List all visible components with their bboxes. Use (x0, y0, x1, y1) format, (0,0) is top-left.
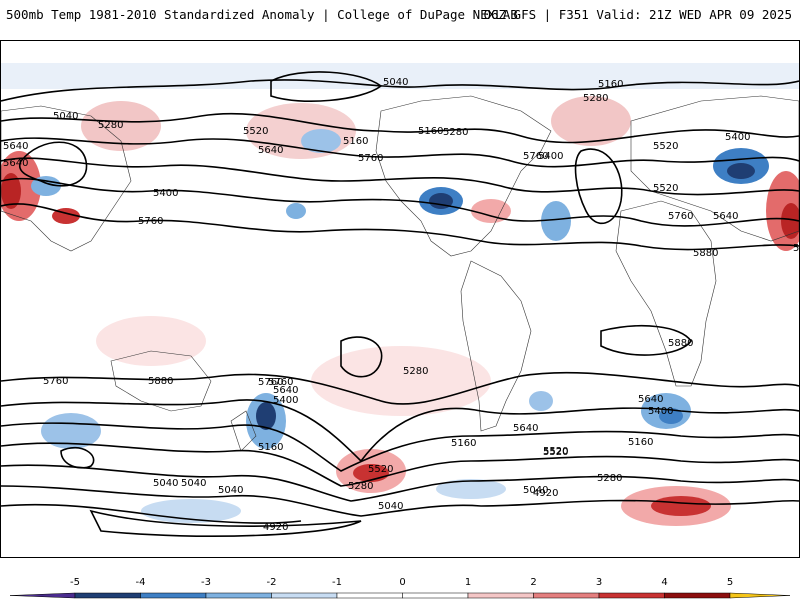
colorbar-segment (271, 592, 338, 599)
contour-label: 5280 (348, 481, 373, 492)
contour-label: 5280 (98, 120, 123, 131)
header-bar: 500mb Temp 1981-2010 Standardized Anomal… (0, 0, 800, 30)
contour-label: 5280 (597, 473, 622, 484)
contour-label: 5400 (273, 395, 298, 406)
contour-label: 5280 (583, 93, 608, 104)
contour-label: 5640 (638, 394, 663, 405)
contour-label: 5520 (653, 183, 678, 194)
contour-label: 5400 (648, 406, 673, 417)
contour-label: 5040 (218, 485, 243, 496)
contour-label: 5400 (725, 132, 750, 143)
contour-label: 5040 (181, 478, 206, 489)
contour-label: 5520 (543, 447, 568, 458)
contour-label: 5880 (668, 338, 693, 349)
colorbar-segment (140, 592, 207, 599)
contour-label: 5760 (268, 377, 293, 388)
contour-label: 4920 (533, 488, 558, 499)
contour-label: 5160 (628, 437, 653, 448)
contour-label: 5520 (243, 126, 268, 137)
colorbar-tick-label: -3 (201, 577, 211, 588)
colorbar-segment (533, 592, 600, 599)
colorbar-tick-label: -2 (267, 577, 277, 588)
contour-label: 5040 (378, 501, 403, 512)
contour-label: 5160 (418, 126, 443, 137)
colorbar-segment (467, 592, 534, 599)
contour-label: 5520 (543, 446, 568, 457)
contour-label: 5160 (343, 136, 368, 147)
contour-label: 5040 (383, 77, 408, 88)
model-run-info: 06Z GFS | F351 Valid: 21Z WED APR 09 202… (483, 7, 792, 22)
contour-label: 5040 (523, 485, 548, 496)
height-contours (1, 71, 799, 538)
contour-label: 5040 (53, 111, 78, 122)
colorbar-tick-label: 2 (530, 577, 536, 588)
contour-label: 5640 (258, 145, 283, 156)
colorbar-tick-label: 5 (727, 577, 733, 588)
colorbar-arrow-right (729, 592, 791, 599)
contour-label: 5040 (153, 478, 178, 489)
colorbar-segment (74, 592, 141, 599)
contour-labels: 5040 516052805520564057605400564057605040… (3, 77, 799, 533)
contour-label: 5400 (153, 188, 178, 199)
contour-label: 5160 (258, 442, 283, 453)
contour-label: 5640 (3, 158, 28, 169)
colorbar-tick-label: 0 (399, 577, 405, 588)
contour-label: 4920 (263, 522, 288, 533)
colorbar-tick-label: 4 (661, 577, 667, 588)
contour-label: 5280 (403, 366, 428, 377)
contour-label: 5760 (668, 211, 693, 222)
contour-label: 5880 (693, 248, 718, 259)
contour-label: 5640 (513, 423, 538, 434)
contour-label: 5160 (451, 438, 476, 449)
contour-label: 5280 (443, 127, 468, 138)
world-map: 5040 5160 5280 5520 5640 5760 5400 5640 5760 5040… (0, 40, 800, 558)
contour-label: 5520 (653, 141, 678, 152)
colorbar-segment (402, 592, 469, 599)
colorbar-segment (336, 592, 403, 599)
colorbar-segment (598, 592, 665, 599)
map-svg: 5040 516052805520564057605400564057605040… (1, 63, 799, 538)
colorbar-svg: -5 -4 -3 -2 -1 0 1 2 3 4 5 (9, 577, 791, 599)
contour-label: 5160 (598, 79, 623, 90)
map-title: 500mb Temp 1981-2010 Standardized Anomal… (6, 7, 518, 22)
contour-label: 5640 (3, 141, 28, 152)
contour-label: 5760 (138, 216, 163, 227)
colorbar-arrow-left (9, 592, 76, 599)
contour-label: 5400 (538, 151, 563, 162)
anomaly-colorbar: -5 -4 -3 -2 -1 0 1 2 3 4 5 (0, 570, 800, 600)
contour-label: 5760 (358, 153, 383, 164)
contour-label: 5640 (713, 211, 738, 222)
colorbar-tick-label: -4 (136, 577, 146, 588)
colorbar-tick-label: 3 (596, 577, 602, 588)
colorbar-tick-label: 1 (465, 577, 471, 588)
contour-label: 5760 (523, 151, 548, 162)
colorbar-tick-label: -5 (70, 577, 80, 588)
colorbar-segment (664, 592, 731, 599)
contour-label: 5760 (43, 376, 68, 387)
coastlines (1, 95, 799, 452)
contour-label: 5880 (148, 376, 173, 387)
colorbar-tick-label: -1 (332, 577, 342, 588)
contour-label: 5760 (258, 377, 283, 388)
colorbar-segment (205, 592, 272, 599)
contour-label: 5520 (368, 464, 393, 475)
contour-label: 5640 (273, 385, 298, 396)
contour-label: 5760 (793, 243, 799, 254)
